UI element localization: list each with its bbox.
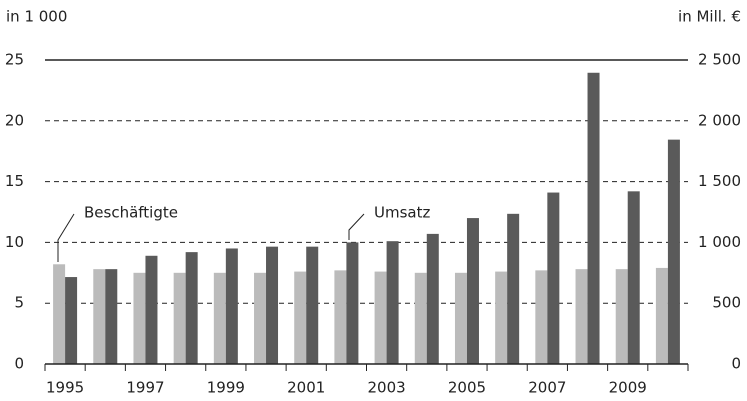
bar [454,272,467,364]
y-tick-label: 15 [5,172,24,190]
bar [495,271,508,364]
bar [225,248,238,364]
x-tick-label: 1999 [207,379,245,397]
bar [93,269,106,364]
bar [426,233,439,364]
y-tick-label: 20 [5,111,24,129]
bar [53,264,66,364]
bar [185,252,198,364]
bar [615,269,628,364]
bar [374,271,387,364]
y-tick-label: 25 [5,51,24,69]
bar [334,270,347,364]
x-tick-label: 2007 [528,379,566,397]
x-tick-label: 1997 [126,379,164,397]
y-tick-label: 10 [5,233,24,251]
y2-axis-label: in Mill. € [678,8,741,26]
x-tick-label: 1995 [46,379,84,397]
y2-tick-label: 500 [712,294,741,312]
y2-tick-label: 2 500 [698,51,741,69]
bar [105,269,118,364]
y2-tick-label: 1 000 [698,233,741,251]
y2-tick-label: 0 [731,355,741,373]
bar [466,218,479,364]
legend-label: Beschäftigte [84,204,178,222]
legend-label: Umsatz [374,204,430,222]
bar [266,246,279,364]
bar [145,255,158,364]
bar [65,277,78,364]
bar [306,246,319,364]
bar [254,272,267,364]
bar [627,191,640,364]
leader-line [348,213,365,240]
x-tick-label: 2001 [287,379,325,397]
y-tick-label: 0 [14,355,24,373]
bar [213,272,226,364]
bar [133,272,146,364]
x-tick-label: 2009 [609,379,647,397]
bar [587,72,600,364]
y-tick-label: 5 [14,294,24,312]
leader-line [57,213,75,262]
y2-tick-label: 1 500 [698,172,741,190]
x-tick-label: 2003 [368,379,406,397]
bar [414,272,427,364]
y-axis-label: in 1 000 [6,8,67,26]
bar [346,242,359,364]
bar [173,272,186,364]
bar [386,241,399,364]
bar [507,213,520,364]
bar [655,267,668,364]
x-tick-label: 2005 [448,379,486,397]
bar [294,271,307,364]
bar [575,269,588,364]
bar [667,139,680,364]
y2-tick-label: 2 000 [698,111,741,129]
bar [547,192,560,364]
bar [535,270,548,364]
